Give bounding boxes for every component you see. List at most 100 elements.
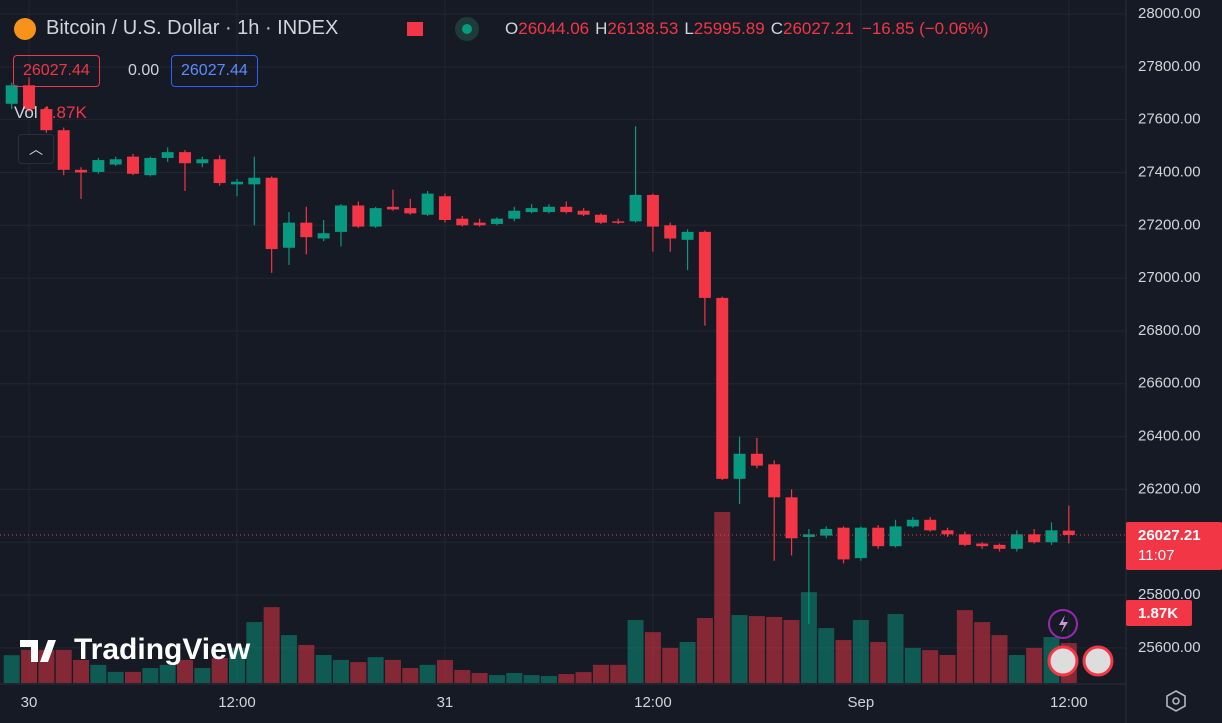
us-event[interactable]: [1082, 645, 1114, 677]
candle-body: [369, 208, 382, 227]
candle-body: [57, 130, 70, 170]
candle-body: [352, 205, 365, 227]
candle-body: [92, 160, 105, 172]
volume-bar: [610, 664, 627, 683]
y-tick-label: 28000.00: [1138, 5, 1201, 22]
volume-bar: [540, 675, 557, 683]
volume-bar: [835, 640, 852, 683]
volume-bar: [662, 647, 679, 683]
volume-bar: [800, 592, 817, 683]
volume-bar: [454, 669, 471, 683]
candle-body: [404, 208, 417, 214]
volume-bar: [3, 655, 20, 683]
candle-body: [646, 194, 659, 227]
logo-mark: [20, 640, 56, 662]
volume-bar: [73, 659, 90, 683]
candle-body: [438, 196, 451, 221]
volume-bar: [887, 613, 904, 683]
candle-body: [40, 109, 53, 131]
candle-body: [317, 233, 330, 239]
volume-bar: [922, 650, 939, 683]
symbol-title[interactable]: Bitcoin / U.S. Dollar · 1h · INDEX: [46, 17, 339, 39]
volume-bar: [350, 662, 367, 683]
candle-body: [542, 206, 555, 213]
volume-bar: [107, 671, 124, 683]
volume-bar: [679, 641, 696, 683]
candle-body: [508, 210, 521, 219]
volume-bar: [506, 672, 523, 683]
h-label: H: [595, 19, 608, 38]
volume-bar: [627, 619, 644, 683]
volume-value: 1.87K: [42, 103, 87, 122]
spread: 0.00: [128, 62, 160, 79]
candle-body: [976, 543, 989, 547]
candle-body: [5, 85, 18, 104]
volume-bar: [870, 641, 887, 683]
x-tick-label: 31: [437, 694, 454, 711]
settings[interactable]: [1166, 690, 1186, 712]
countdown: 11:07: [1138, 547, 1174, 564]
candle-body: [854, 527, 867, 559]
o-label: O: [505, 19, 519, 38]
candle-body: [1028, 534, 1041, 543]
h-value: 26138.53: [607, 19, 679, 38]
last-price-label: 26027.21: [1138, 527, 1201, 544]
candle-body: [906, 519, 919, 527]
volume-bar: [298, 644, 315, 683]
candle-body: [889, 526, 902, 547]
lightning: [1059, 615, 1068, 633]
candle-body: [924, 519, 937, 531]
candle-body: [872, 527, 885, 547]
buy-button[interactable]: 26027.44: [171, 55, 258, 87]
candle-body: [109, 159, 122, 165]
volume-bar: [714, 512, 731, 683]
volume-bar: [90, 664, 107, 683]
candle-body: [230, 181, 243, 185]
y-tick-label: 26400.00: [1138, 428, 1201, 445]
volume-bar: [55, 649, 72, 683]
candle-body: [560, 206, 573, 213]
candle-body: [612, 221, 625, 223]
logo: TradingView: [74, 633, 251, 666]
volume-bar: [402, 668, 419, 683]
flag[interactable]: [407, 22, 423, 36]
us-event[interactable]: [1047, 645, 1079, 677]
collapse-button[interactable]: ︿: [18, 134, 54, 164]
candle-body: [1010, 534, 1023, 549]
volume-bar: [246, 622, 263, 683]
volume-bar: [125, 671, 142, 683]
volume-bar: [748, 616, 765, 683]
volume-bar: [488, 675, 505, 683]
volume-bar: [1008, 654, 1025, 683]
candle-body: [456, 218, 469, 226]
y-tick-label: 26200.00: [1138, 480, 1201, 497]
c-label: C: [770, 19, 783, 38]
settings-dot: [1172, 697, 1180, 705]
volume-bar: [592, 664, 609, 683]
candle-body: [837, 527, 850, 560]
volume-bar: [332, 659, 349, 683]
y-tick-label: 25800.00: [1138, 586, 1201, 603]
last-volume-label: 1.87K: [1138, 605, 1178, 622]
volume-bar: [159, 664, 176, 683]
volume-bar: [956, 610, 973, 683]
volume-bar: [939, 654, 956, 683]
volume-bar: [523, 675, 540, 683]
last-volume-box: [1126, 600, 1192, 626]
volume-bar: [315, 654, 332, 683]
candle-body: [213, 159, 226, 184]
candle-body: [1062, 530, 1075, 536]
candle-body: [334, 205, 347, 232]
volume-bar: [766, 616, 783, 683]
volume-legend: Vol 1.87K: [14, 103, 87, 123]
volume-bar: [367, 657, 384, 683]
sell-button[interactable]: 26027.44: [13, 55, 100, 87]
candle-body: [196, 159, 209, 164]
status[interactable]: [455, 17, 479, 41]
candle-body: [421, 193, 434, 215]
candle-body: [958, 534, 971, 545]
c-value: 26027.21: [782, 19, 854, 38]
candle-body: [629, 194, 642, 222]
event-icon[interactable]: [1048, 609, 1078, 639]
candle-body: [525, 208, 538, 213]
